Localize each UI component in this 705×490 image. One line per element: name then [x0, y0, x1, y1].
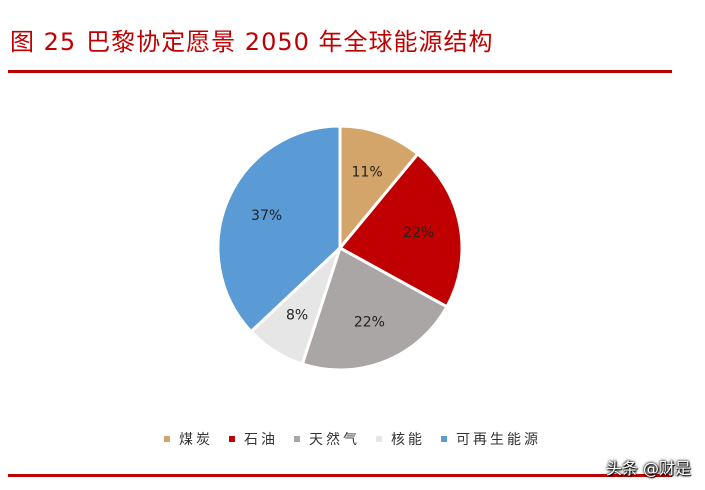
slice-data-label-0: 11%: [352, 165, 383, 181]
figure-number: 图 25: [10, 28, 77, 56]
watermark: 头条 @财是: [605, 459, 691, 478]
legend-label-0: 煤炭: [179, 432, 213, 448]
legend-swatch-1: [229, 436, 235, 442]
top-divider: [8, 70, 672, 73]
pie-slice-0: [338, 124, 420, 253]
legend-swatch-3: [376, 436, 382, 442]
slice-data-label-3: 8%: [286, 308, 308, 324]
legend-item-1: 石油: [229, 429, 278, 449]
pie-slice-4: [216, 124, 342, 334]
slice-data-label-4: 37%: [251, 208, 282, 224]
slice-data-label-2: 22%: [354, 314, 385, 330]
legend-swatch-2: [294, 436, 300, 442]
figure-title: 巴黎协定愿景 2050 年全球能源结构: [86, 28, 494, 56]
legend-item-3: 核能: [376, 429, 425, 449]
legend-label-2: 天然气: [309, 432, 360, 448]
pie-slice-2: [300, 245, 449, 372]
legend-swatch-0: [164, 436, 170, 442]
chart-legend: 煤炭 石油 天然气 核能 可再生能源: [0, 429, 705, 449]
legend-swatch-4: [441, 436, 447, 442]
legend-item-4: 可再生能源: [441, 429, 541, 449]
legend-item-0: 煤炭: [164, 429, 213, 449]
chart-title: 图 25 巴黎协定愿景 2050 年全球能源结构: [10, 22, 494, 57]
slice-data-label-1: 22%: [403, 225, 434, 241]
legend-label-4: 可再生能源: [456, 432, 541, 448]
legend-label-1: 石油: [244, 432, 278, 448]
legend-item-2: 天然气: [294, 429, 360, 449]
bottom-divider: [8, 474, 672, 477]
legend-label-3: 核能: [391, 432, 425, 448]
pie-slice-1: [337, 151, 464, 309]
